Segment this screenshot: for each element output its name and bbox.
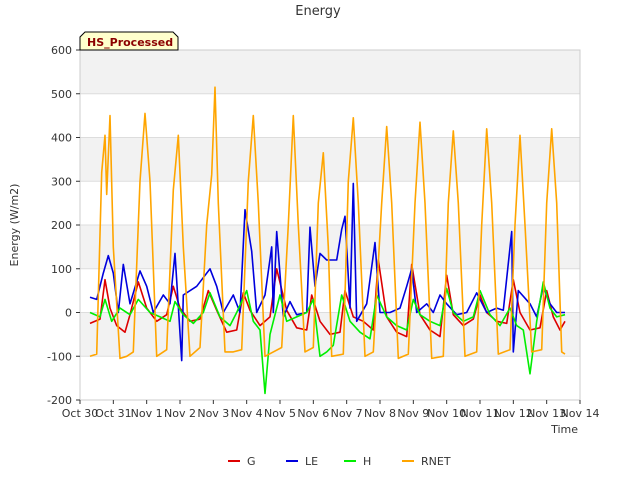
y-axis-label: Energy (W/m2) bbox=[8, 184, 21, 267]
plot-band bbox=[80, 356, 580, 400]
legend: G LE H RNET bbox=[228, 455, 451, 468]
y-tick-labels: -200 -100 0 100 200 300 400 500 600 bbox=[47, 44, 80, 407]
x-tick-label: Nov 8 bbox=[364, 407, 396, 420]
y-tick-label: 400 bbox=[51, 132, 72, 145]
x-tick-label: Nov 12 bbox=[494, 407, 533, 420]
x-tick-label: Nov 10 bbox=[427, 407, 466, 420]
series-lines bbox=[89, 86, 566, 395]
series-line-rnet bbox=[89, 86, 566, 360]
x-tick-label: Nov 9 bbox=[397, 407, 429, 420]
badge-label: HS_Processed bbox=[87, 36, 173, 49]
x-tick-label: Oct 30 bbox=[62, 407, 99, 420]
x-tick-label: Oct 31 bbox=[95, 407, 132, 420]
x-tick-label: Nov 6 bbox=[297, 407, 329, 420]
y-tick-label: -200 bbox=[47, 394, 72, 407]
x-tick-label: Nov 13 bbox=[527, 407, 566, 420]
plot-band bbox=[80, 137, 580, 182]
y-tick-label: 500 bbox=[51, 88, 72, 101]
y-tick-label: 100 bbox=[51, 263, 72, 276]
badge-shape bbox=[79, 31, 179, 51]
legend-label-le: LE bbox=[305, 455, 318, 468]
y-tick-label: 200 bbox=[51, 219, 72, 232]
x-axis-label: Time bbox=[550, 423, 578, 436]
x-tick-label: Nov 11 bbox=[461, 407, 500, 420]
y-tick-label: 600 bbox=[51, 44, 72, 57]
legend-label-rnet: RNET bbox=[421, 455, 451, 468]
x-tick-label: Nov 2 bbox=[164, 407, 196, 420]
y-tick-label: 300 bbox=[51, 175, 72, 188]
chart-title: Energy bbox=[295, 4, 341, 19]
x-tick-label: Nov 3 bbox=[197, 407, 229, 420]
x-tick-label: Nov 1 bbox=[131, 407, 163, 420]
x-tick-label: Nov 7 bbox=[331, 407, 363, 420]
plot-band bbox=[80, 225, 580, 269]
legend-label-g: G bbox=[247, 455, 256, 468]
x-tick-label: Nov 4 bbox=[231, 407, 263, 420]
x-tick-label: Nov 14 bbox=[561, 407, 600, 420]
plot-band bbox=[80, 50, 580, 94]
plot-band bbox=[80, 93, 580, 138]
legend-label-h: H bbox=[363, 455, 371, 468]
plot-band bbox=[80, 181, 580, 225]
series-line-h bbox=[89, 281, 566, 395]
y-tick-label: -100 bbox=[47, 350, 72, 363]
processed-badge: HS_Processed bbox=[79, 31, 179, 51]
y-tick-label: 0 bbox=[65, 307, 72, 320]
series-line-le bbox=[89, 182, 565, 362]
x-tick-label: Nov 5 bbox=[264, 407, 296, 420]
